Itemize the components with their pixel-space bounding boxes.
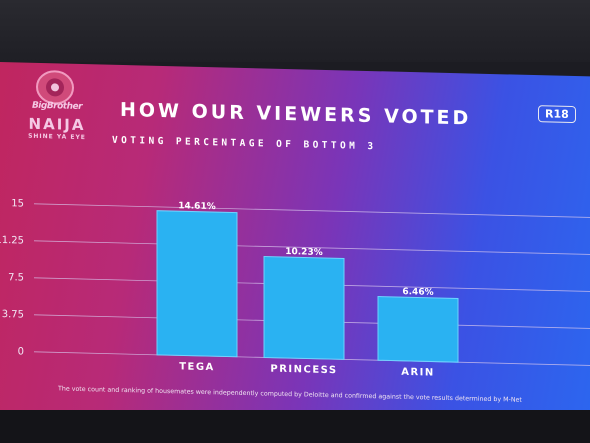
bar-chart: 15 11.25 7.5 3.75 0 14.61% TEGA 10.23% PRINCESS 6… [0, 198, 590, 379]
category-label: ARIN [401, 367, 435, 379]
gridline [34, 203, 590, 218]
tv-bezel-top [0, 0, 590, 62]
tv-bezel-bottom [0, 410, 590, 443]
tv-screen: BigBrother NAIJA SHINE YA EYE R18 HOW OU… [0, 62, 590, 427]
y-tick-label: 0 [18, 346, 24, 357]
category-label: PRINCESS [270, 364, 337, 377]
data-label: 14.61% [178, 201, 215, 212]
category-label: TEGA [179, 361, 215, 373]
eye-logo-icon [36, 70, 74, 105]
data-label: 6.46% [402, 287, 433, 298]
y-tick-label: 15 [11, 198, 24, 209]
bar [263, 256, 345, 360]
data-label: 10.23% [285, 247, 322, 258]
bar [377, 295, 459, 363]
y-tick-label: 3.75 [2, 309, 24, 321]
gridline [34, 240, 590, 255]
y-tick-label: 11.25 [0, 235, 24, 247]
bar [156, 210, 238, 358]
y-tick-label: 7.5 [8, 272, 24, 283]
